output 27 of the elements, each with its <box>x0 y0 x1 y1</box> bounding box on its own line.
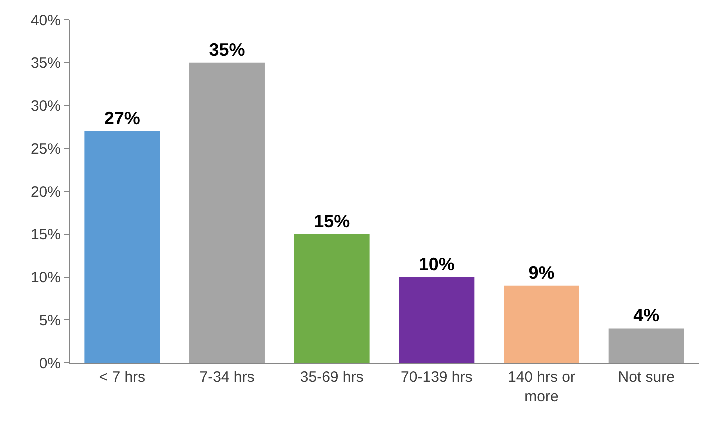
data-label: 4% <box>634 306 660 326</box>
bar <box>608 328 684 363</box>
x-tick-label: 7-34 hrs <box>200 369 255 386</box>
data-label: 10% <box>418 254 455 274</box>
x-tick-label: Not sure <box>618 369 675 386</box>
bar <box>399 277 475 363</box>
data-label: 27% <box>104 108 140 128</box>
y-tick-label: 15% <box>30 226 61 244</box>
y-tick-label: 10% <box>30 270 61 286</box>
y-tick-label: 5% <box>39 312 61 330</box>
y-tick-label: 25% <box>30 140 61 158</box>
bar <box>84 131 160 363</box>
x-tick-label: 70-139 hrs <box>401 369 473 386</box>
bar <box>190 62 265 363</box>
y-tick-label: 35% <box>30 55 61 72</box>
data-label: 9% <box>528 262 555 283</box>
data-label: 35% <box>209 40 246 60</box>
x-tick-label: < 7 hrs <box>99 369 146 386</box>
y-tick-label: 20% <box>30 184 61 201</box>
bar <box>294 234 370 363</box>
y-tick-label: 30% <box>30 98 61 115</box>
x-tick-label: 35-69 hrs <box>300 369 364 386</box>
y-tick-label: 40% <box>30 12 61 30</box>
y-tick-label: 0% <box>39 355 61 372</box>
bar <box>504 286 580 363</box>
x-tick-label: 140 hrs or more <box>508 369 576 406</box>
data-label: 15% <box>314 211 350 232</box>
